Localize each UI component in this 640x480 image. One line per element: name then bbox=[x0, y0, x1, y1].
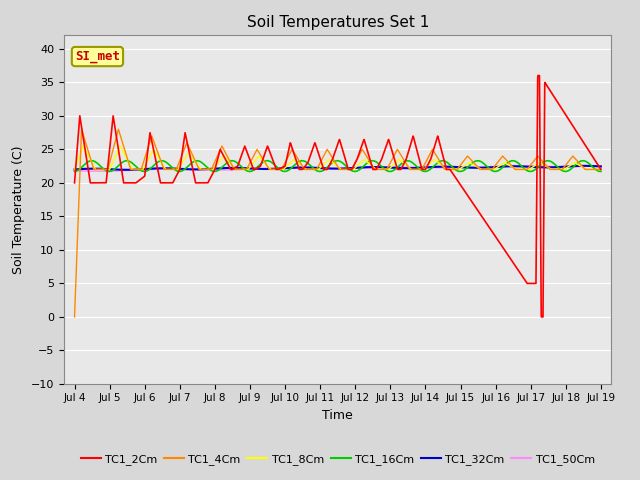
TC1_4Cm bbox=[162, 167, 170, 172]
TC1_8Cm bbox=[587, 167, 595, 172]
TC1_2Cm bbox=[534, 72, 541, 78]
TC1_2Cm bbox=[295, 167, 303, 172]
TC1_2Cm bbox=[70, 180, 78, 186]
TC1_4Cm bbox=[77, 126, 85, 132]
TC1_32Cm bbox=[580, 163, 588, 169]
TC1_4Cm bbox=[131, 167, 139, 172]
Line: TC1_4Cm: TC1_4Cm bbox=[74, 129, 601, 317]
TC1_50Cm bbox=[587, 163, 595, 169]
TC1_2Cm bbox=[538, 314, 545, 320]
TC1_4Cm bbox=[587, 167, 595, 172]
TC1_32Cm bbox=[597, 164, 605, 169]
TC1_32Cm bbox=[296, 165, 303, 170]
Line: TC1_2Cm: TC1_2Cm bbox=[74, 75, 601, 317]
TC1_32Cm bbox=[131, 167, 139, 172]
TC1_4Cm bbox=[273, 167, 280, 172]
Line: TC1_16Cm: TC1_16Cm bbox=[74, 161, 601, 171]
TC1_32Cm bbox=[273, 166, 280, 172]
Line: TC1_32Cm: TC1_32Cm bbox=[74, 166, 601, 170]
TC1_32Cm bbox=[530, 164, 538, 170]
TC1_2Cm bbox=[587, 151, 595, 157]
Title: Soil Temperatures Set 1: Soil Temperatures Set 1 bbox=[246, 15, 429, 30]
TC1_16Cm bbox=[295, 158, 303, 164]
TC1_2Cm bbox=[273, 167, 280, 172]
TC1_8Cm bbox=[70, 167, 78, 172]
TC1_16Cm bbox=[474, 158, 481, 164]
TC1_4Cm bbox=[597, 167, 605, 172]
TC1_16Cm bbox=[531, 168, 538, 173]
Line: TC1_50Cm: TC1_50Cm bbox=[74, 166, 601, 171]
Y-axis label: Soil Temperature (C): Soil Temperature (C) bbox=[12, 145, 26, 274]
TC1_8Cm bbox=[597, 167, 605, 172]
Line: TC1_8Cm: TC1_8Cm bbox=[74, 146, 601, 169]
TC1_16Cm bbox=[162, 159, 170, 165]
TC1_8Cm bbox=[162, 167, 170, 172]
TC1_50Cm bbox=[131, 167, 139, 173]
TC1_8Cm bbox=[530, 163, 538, 169]
TC1_50Cm bbox=[162, 167, 170, 172]
X-axis label: Time: Time bbox=[323, 408, 353, 421]
TC1_32Cm bbox=[162, 166, 170, 171]
TC1_16Cm bbox=[597, 168, 605, 174]
TC1_50Cm bbox=[530, 163, 538, 169]
TC1_50Cm bbox=[95, 168, 102, 174]
TC1_8Cm bbox=[79, 143, 87, 149]
TC1_8Cm bbox=[273, 167, 280, 172]
TC1_8Cm bbox=[131, 167, 139, 172]
Legend: TC1_2Cm, TC1_4Cm, TC1_8Cm, TC1_16Cm, TC1_32Cm, TC1_50Cm: TC1_2Cm, TC1_4Cm, TC1_8Cm, TC1_16Cm, TC1… bbox=[76, 449, 599, 469]
TC1_16Cm bbox=[456, 168, 464, 174]
TC1_2Cm bbox=[162, 180, 170, 186]
TC1_16Cm bbox=[131, 162, 138, 168]
TC1_2Cm bbox=[530, 280, 538, 286]
TC1_4Cm bbox=[296, 158, 303, 164]
TC1_4Cm bbox=[70, 314, 78, 320]
TC1_2Cm bbox=[597, 167, 605, 172]
TC1_32Cm bbox=[587, 163, 595, 169]
TC1_32Cm bbox=[122, 167, 130, 173]
TC1_50Cm bbox=[296, 166, 303, 171]
TC1_32Cm bbox=[70, 167, 78, 172]
Text: SI_met: SI_met bbox=[75, 50, 120, 63]
TC1_16Cm bbox=[273, 164, 280, 169]
TC1_50Cm bbox=[273, 165, 280, 171]
TC1_50Cm bbox=[70, 168, 78, 174]
TC1_8Cm bbox=[296, 161, 303, 167]
TC1_16Cm bbox=[70, 168, 78, 174]
TC1_50Cm bbox=[597, 163, 605, 168]
TC1_16Cm bbox=[587, 162, 595, 168]
TC1_4Cm bbox=[530, 158, 538, 164]
TC1_2Cm bbox=[131, 180, 138, 186]
